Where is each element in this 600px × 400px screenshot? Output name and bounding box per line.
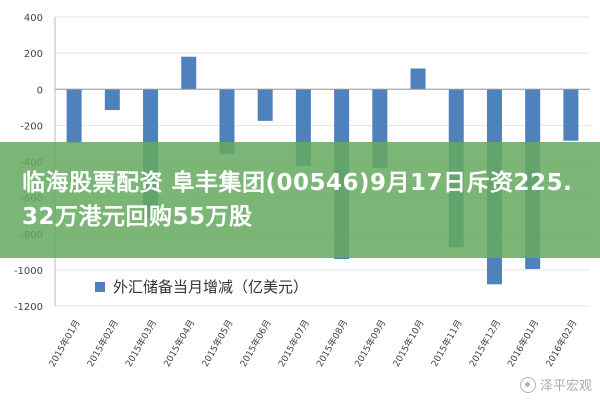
bar — [563, 89, 579, 141]
x-tick-labels: 2015年01月 2015年02月 2015年03月 2015年04月 2015年05月… — [46, 318, 579, 369]
x-tick-label: 2015年01月 — [46, 318, 83, 369]
bar — [219, 89, 235, 155]
headline-title: 临海股票配资 阜丰集团(00546)9月17日斥资225.32万港元回购55万股 — [22, 170, 573, 230]
bar — [257, 89, 273, 121]
y-tick-label: -1200 — [14, 302, 43, 313]
x-tick-label: 2015年09月 — [352, 318, 389, 369]
legend-label: 外汇储备当月增减（亿美元） — [113, 278, 309, 296]
y-tick-label: -200 — [20, 121, 43, 132]
x-tick-label: 2016年01月 — [505, 318, 542, 369]
headline-banner: 临海股票配资 阜丰集团(00546)9月17日斥资225.32万港元回购55万股 — [0, 142, 600, 258]
watermark-text: 泽平宏观 — [539, 379, 592, 394]
legend: 外汇储备当月增减（亿美元） — [95, 276, 308, 297]
bar — [410, 68, 426, 90]
x-tick-label: 2015年06月 — [237, 318, 274, 369]
x-tick-label: 2015年04月 — [161, 318, 198, 369]
legend-swatch — [95, 281, 105, 292]
y-tick-label: -1000 — [14, 266, 43, 277]
y-tick-label: 0 — [37, 85, 43, 96]
watermark-logo-icon — [519, 376, 536, 393]
y-tick-label: 400 — [24, 13, 43, 24]
bar — [66, 89, 82, 143]
x-tick-label: 2015年07月 — [275, 318, 312, 369]
x-tick-label: 2015年10月 — [390, 318, 427, 369]
x-tick-label: 2015年08月 — [314, 318, 351, 369]
x-tick-label: 2016年02月 — [543, 318, 580, 369]
x-tick-label: 2015年02月 — [84, 318, 121, 369]
x-tick-label: 2015年11月 — [428, 318, 465, 369]
bar — [104, 89, 120, 111]
x-tick-label: 2015年03月 — [123, 318, 160, 369]
y-tick-label: 200 — [24, 49, 43, 60]
watermark: 泽平宏观 — [519, 375, 592, 394]
x-tick-label: 2015年12月 — [466, 318, 503, 369]
bar — [181, 56, 197, 90]
x-tick-label: 2015年05月 — [199, 318, 236, 369]
